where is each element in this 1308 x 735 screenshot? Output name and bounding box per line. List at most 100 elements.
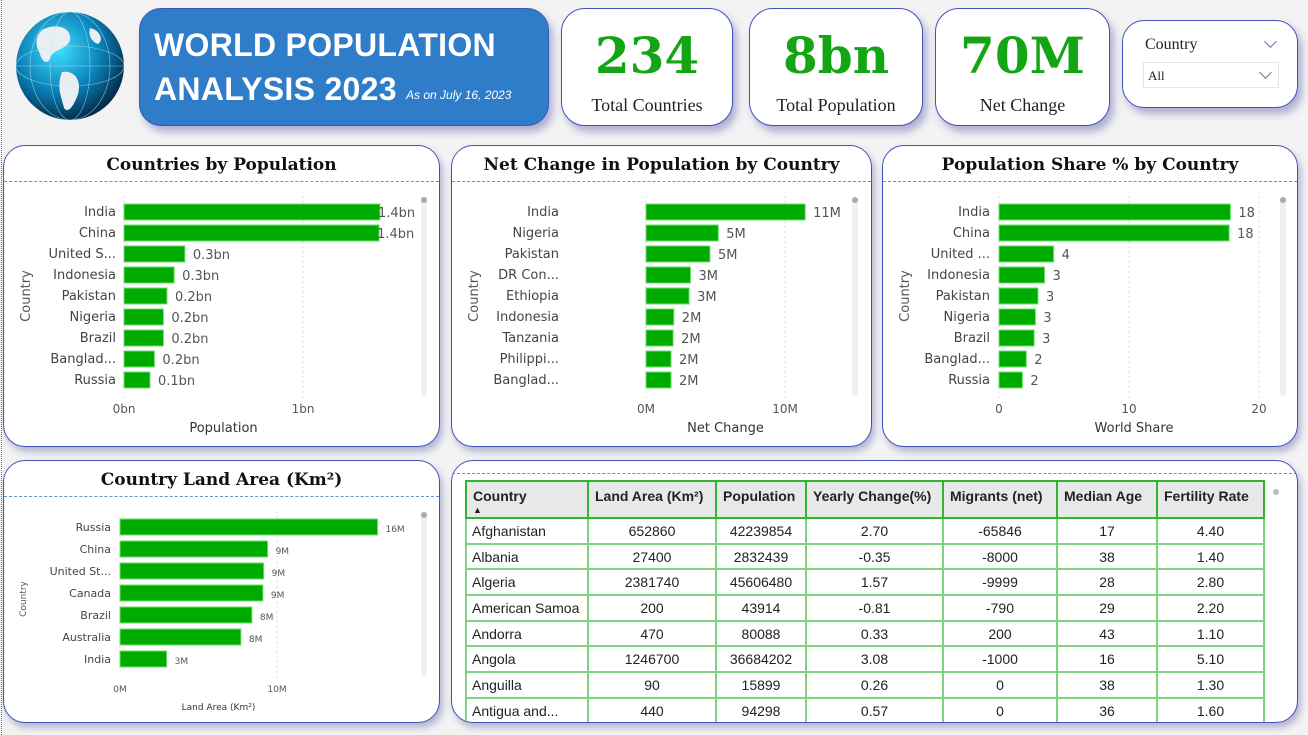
bar-chart-plot: 0M 10M India 11M Nigeria 5M Pakistan 5M DR Con..…	[467, 196, 858, 436]
table-cell: 27400	[587, 542, 717, 571]
bar[interactable]	[123, 203, 381, 221]
bar[interactable]	[998, 371, 1023, 389]
bar[interactable]	[998, 224, 1230, 242]
bar[interactable]	[645, 308, 675, 326]
scrollbar-thumb[interactable]	[1280, 197, 1286, 203]
table-row[interactable]: American Samoa 200 43914 -0.81 -790 29 2.20	[465, 594, 1265, 622]
bar[interactable]	[998, 329, 1035, 347]
chevron-down-icon[interactable]	[1264, 35, 1277, 48]
data-label: 3	[1046, 290, 1054, 305]
column-header[interactable]: Migrants (net)	[942, 480, 1058, 519]
data-label: 16M	[385, 525, 404, 535]
table-cell: 2381740	[587, 568, 717, 597]
category-label: Pakistan	[62, 289, 116, 304]
column-header-label: Population	[723, 488, 796, 504]
scrollbar-thumb[interactable]	[852, 197, 858, 203]
table-row[interactable]: Andorra 470 80088 0.33 200 43 1.10	[465, 619, 1265, 648]
bar[interactable]	[645, 266, 691, 284]
scrollbar-track[interactable]	[1280, 198, 1286, 396]
bar[interactable]	[998, 266, 1045, 284]
bar[interactable]	[998, 350, 1027, 368]
column-header[interactable]: Country ▲	[465, 480, 589, 519]
scrollbar-thumb[interactable]	[421, 512, 427, 518]
table-cell: -9999	[942, 568, 1058, 597]
bar[interactable]	[123, 350, 155, 368]
category-label: Pakistan	[505, 247, 559, 262]
category-label: United S...	[49, 247, 117, 262]
chart-title: Net Change in Population by Country	[483, 155, 840, 175]
bar[interactable]	[119, 562, 265, 580]
bar[interactable]	[119, 628, 242, 646]
bar[interactable]	[645, 371, 672, 389]
bar[interactable]	[123, 329, 164, 347]
column-header[interactable]: Median Age	[1056, 480, 1158, 519]
data-label: 2M	[682, 311, 702, 326]
bar[interactable]	[123, 224, 380, 242]
column-header-label: Yearly Change(%)	[813, 488, 932, 504]
bar[interactable]	[998, 308, 1036, 326]
table-row[interactable]: Afghanistan 652860 42239854 2.70 -65846 17 4.4…	[465, 517, 1265, 545]
table-scrollbar[interactable]	[1273, 489, 1279, 495]
category-label: Indonesia	[496, 310, 559, 325]
table-cell: 2.20	[1156, 594, 1265, 622]
x-axis-title: Net Change	[687, 421, 764, 436]
column-header[interactable]: Population	[715, 480, 807, 519]
table-cell: -8000	[942, 542, 1058, 571]
table-row[interactable]: Antigua and... 440 94298 0.57 0 36 1.60	[465, 696, 1265, 722]
bar[interactable]	[119, 584, 264, 602]
bar[interactable]	[123, 266, 175, 284]
table-cell: Andorra	[465, 619, 589, 648]
x-axis-title: Population	[189, 421, 257, 436]
bar[interactable]	[119, 518, 378, 536]
scrollbar-track[interactable]	[421, 513, 427, 676]
bar[interactable]	[119, 540, 269, 558]
bar[interactable]	[119, 650, 168, 668]
bar[interactable]	[119, 606, 253, 624]
net-change-by-country-chart: Net Change in Population by Country 0M 10…	[451, 145, 872, 447]
column-header[interactable]: Land Area (Km²)	[587, 480, 717, 519]
data-label: 5M	[718, 248, 738, 263]
column-header[interactable]: Yearly Change(%)	[805, 480, 944, 519]
country-dropdown[interactable]: All	[1143, 62, 1279, 88]
table-cell: 36684202	[715, 645, 807, 674]
table-cell: 1246700	[587, 645, 717, 674]
bar[interactable]	[645, 329, 674, 347]
table-row[interactable]: Anguilla 90 15899 0.26 0 38 1.30	[465, 671, 1265, 699]
kpi-label: Total Countries	[591, 95, 703, 115]
chart-title: Country Land Area (Km²)	[100, 470, 343, 490]
data-label: 18	[1237, 227, 1254, 242]
category-label: China	[953, 226, 990, 241]
x-tick-label: 10M	[267, 685, 286, 695]
scrollbar-thumb[interactable]	[421, 197, 427, 203]
table-row[interactable]: Angola 1246700 36684202 3.08 -1000 16 5.10	[465, 645, 1265, 674]
table-row[interactable]: Albania 27400 2832439 -0.35 -8000 38 1.40	[465, 542, 1265, 571]
bar[interactable]	[645, 245, 711, 263]
data-label: 3	[1042, 332, 1050, 347]
table-cell: 45606480	[715, 568, 807, 597]
bar[interactable]	[123, 371, 151, 389]
sort-ascending-icon[interactable]: ▲	[473, 505, 482, 515]
table-cell: 440	[587, 696, 717, 722]
kpi-value: 234	[594, 26, 700, 85]
bar[interactable]	[123, 308, 164, 326]
category-label: Indonesia	[53, 268, 116, 283]
bar[interactable]	[998, 203, 1231, 221]
column-header[interactable]: Fertility Rate	[1156, 480, 1265, 519]
scrollbar-track[interactable]	[421, 198, 427, 396]
bar[interactable]	[998, 245, 1055, 263]
table-cell: -1000	[942, 645, 1058, 674]
table-cell: Albania	[465, 542, 589, 571]
scrollbar-track[interactable]	[852, 198, 858, 396]
bar[interactable]	[123, 287, 168, 305]
x-axis-title: Land Area (Km²)	[182, 703, 256, 713]
bar[interactable]	[645, 350, 672, 368]
bar[interactable]	[123, 245, 186, 263]
canvas-edge	[1, 0, 2, 735]
table-row[interactable]: Algeria 2381740 45606480 1.57 -9999 28 2.80	[465, 568, 1265, 597]
bar[interactable]	[998, 287, 1039, 305]
table-cell: 43914	[715, 594, 807, 622]
x-tick-label: 20	[1251, 402, 1266, 416]
bar[interactable]	[645, 203, 806, 221]
bar[interactable]	[645, 287, 690, 305]
bar[interactable]	[645, 224, 719, 242]
